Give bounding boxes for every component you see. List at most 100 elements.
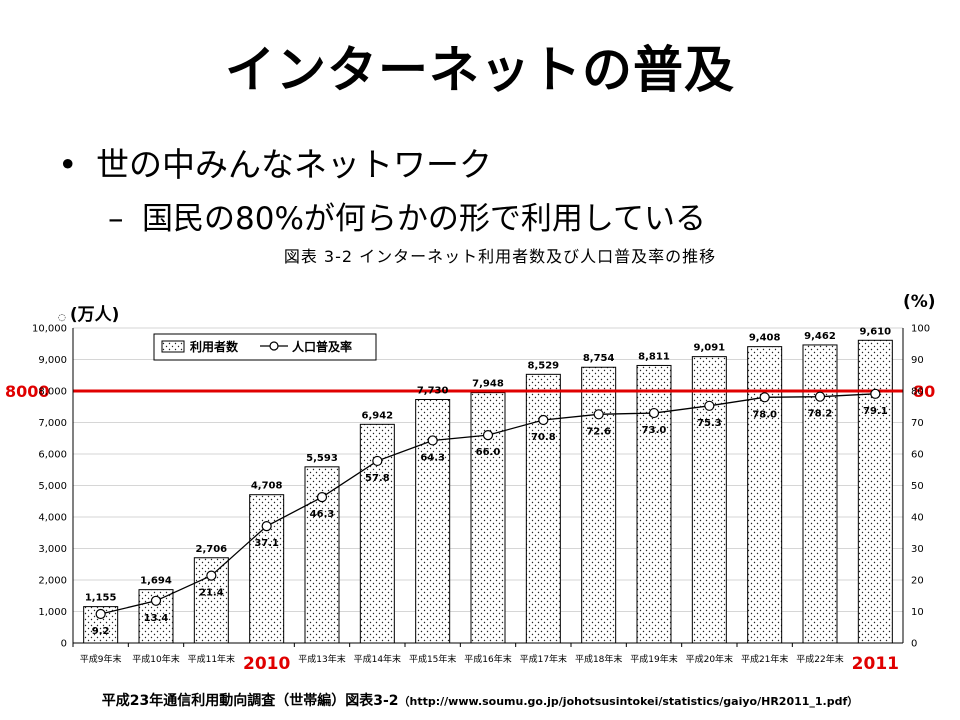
rate-point-3 [206,570,217,581]
x-tick-label: 平成17年末 [520,653,567,665]
legend-line-label: 人口普及率 [292,339,352,354]
right-tick-label: 70 [911,418,924,429]
source-citation: 平成23年通信利用動向調査（世帯編）図表3-2（http://www.soumu… [0,690,960,710]
x-tick-label: 平成13年末 [298,653,345,665]
left-tick-label: 6,000 [38,450,67,461]
bullet-marker: • [58,145,78,184]
right-tick-label: 40 [911,513,924,524]
rate-point-14 [814,391,826,402]
left-axis-unit: ◌ (万人) [58,300,119,325]
bar-value-label: 8,811 [638,351,670,362]
bullet-text-1: 世の中みんなネットワーク [96,145,492,184]
bullet-text-2: 国民の80%が何らかの形で利用している [142,201,706,237]
bar-11 [636,364,672,644]
rate-point-4 [261,521,272,532]
year-mark-label: 2011 [852,654,899,674]
bar-2 [138,589,174,644]
rate-value-label: 66.0 [476,447,501,458]
x-tick-label: 平成21年末 [741,653,788,665]
left-tick-label: 0 [61,639,67,650]
rate-value-label: 37.1 [254,538,279,549]
right-tick-label: 50 [911,481,924,492]
right-tick-label: 100 [911,324,930,335]
rate-point-15 [870,388,881,399]
rate-value-label: 75.3 [697,418,722,429]
x-tick-label: 平成20年末 [686,653,733,665]
left-tick-label: 2,000 [38,576,67,587]
left-axis-unit-text: (万人) [69,305,120,325]
bullet-item-2: – 国民の80%が何らかの形で利用している [108,193,706,238]
rate-point-2 [150,595,162,606]
axis-mark-glyph: ◌ [58,313,66,323]
rate-point-13 [759,392,770,403]
bullet-item-1: • 世の中みんなネットワーク [58,138,492,186]
rate-point-9 [538,414,549,426]
rate-value-label: 13.4 [144,613,169,624]
x-tick-label: 平成18年末 [575,653,622,665]
sub-bullet-marker: – [108,201,124,237]
legend-bar-label: 利用者数 [190,339,239,354]
x-tick-label: 平成11年末 [188,653,235,665]
rate-value-label: 64.3 [420,452,445,463]
source-url: （http://www.soumu.go.jp/johotsusintokei/… [398,695,859,708]
bar-value-label: 9,610 [860,326,892,337]
bar-value-label: 8,529 [528,360,560,371]
rate-point-6 [372,455,383,467]
left-tick-label: 5,000 [38,481,67,492]
left-tick-label: 1,000 [38,607,67,618]
reference-line-left-label: 8000 [5,382,50,401]
left-tick-label: 3,000 [38,544,67,555]
bar-value-label: 9,462 [804,331,836,342]
bar-value-label: 8,754 [583,353,615,364]
bar-value-label: 4,708 [251,481,283,492]
rate-value-label: 73.0 [642,425,667,436]
rate-value-label: 21.4 [199,588,224,599]
x-tick-label: 平成9年末 [80,653,122,665]
rate-value-label: 72.6 [586,426,611,437]
bar-value-label: 2,706 [196,544,228,555]
reference-line-right-label: 80 [913,382,935,401]
right-axis-unit: (%) [903,292,936,312]
figure-title: 図表 3-2 インターネット利用者数及び人口普及率の推移 [283,247,717,266]
bar-value-label: 1,694 [140,576,172,587]
bar-value-label: 1,155 [85,593,117,604]
x-tick-label: 平成19年末 [630,653,677,665]
bar-15 [857,339,893,644]
left-tick-label: 8,000 [38,387,67,398]
source-label: 平成23年通信利用動向調査（世帯編）図表3-2 [101,693,399,709]
right-tick-label: 10 [911,607,924,618]
bar-3 [193,557,229,644]
legend-line-marker [269,341,279,351]
rate-value-label: 78.0 [752,409,777,420]
rate-point-8 [482,430,494,441]
x-tick-label: 平成22年末 [796,653,843,665]
x-tick-label: 平成10年末 [132,653,179,665]
left-tick-label: 4,000 [38,513,67,524]
bar-9 [525,373,561,644]
rate-value-label: 46.3 [310,509,335,520]
rate-value-label: 78.2 [808,409,833,420]
bar-value-label: 9,408 [749,333,781,344]
bar-value-label: 7,948 [472,379,504,390]
rate-point-10 [593,409,604,420]
x-tick-label: 平成15年末 [409,653,456,665]
rate-point-1 [95,608,106,620]
rate-point-7 [427,435,438,446]
legend-box [153,333,377,361]
rate-value-label: 79.1 [863,406,888,417]
x-tick-label: 平成14年末 [354,653,401,665]
bar-value-label: 9,091 [694,343,726,354]
rate-value-label: 57.8 [365,473,390,484]
rate-point-5 [316,492,328,503]
right-tick-label: 90 [911,355,924,366]
year-mark-label: 2010 [243,654,290,674]
left-tick-label: 9,000 [38,355,67,366]
left-tick-label: 7,000 [38,418,67,429]
rate-value-label: 70.8 [531,432,556,443]
right-tick-label: 0 [911,639,917,650]
left-tick-label: 10,000 [32,324,67,335]
bar-value-label: 7,730 [417,386,449,397]
right-tick-label: 30 [911,544,924,555]
bar-4 [249,494,285,644]
chart: 8000 80 1,155 1,694 2,706 4,708 5,593 6,942 7,7… [5,324,935,675]
